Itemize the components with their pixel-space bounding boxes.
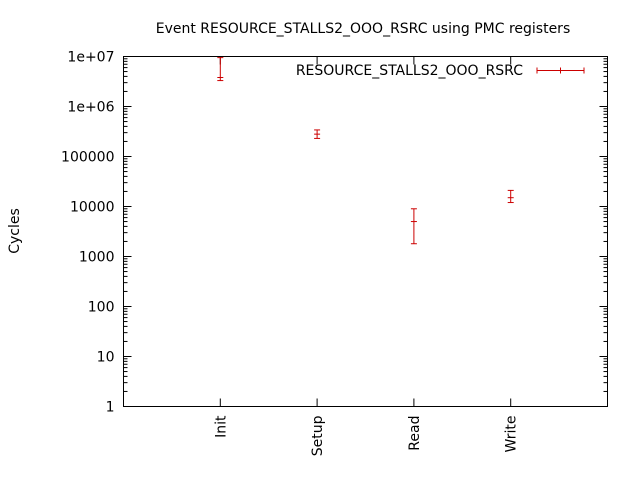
y-tick-label: 10 — [97, 350, 115, 366]
y-tick-label: 100000 — [61, 150, 114, 166]
y-axis: 1 10 100 1000 10000 100000 1e+06 1e+07 — [61, 50, 608, 416]
y-tick-label: 1 — [106, 400, 115, 416]
y-tick-label: 1e+07 — [67, 50, 114, 66]
y-tick-label: 1000 — [79, 250, 115, 266]
x-axis: Init Setup Read Write — [213, 56, 520, 456]
x-tick-label: Setup — [310, 415, 326, 456]
data-point-read — [410, 208, 417, 245]
series-group — [217, 57, 514, 245]
legend-label: RESOURCE_STALLS2_OOO_RSRC — [296, 63, 523, 79]
plot-area-frame — [123, 56, 608, 407]
y-tick-label: 10000 — [70, 200, 115, 216]
y-axis-label: Cycles — [7, 208, 23, 254]
x-tick-label: Write — [504, 416, 520, 453]
x-tick-label: Init — [213, 415, 229, 438]
legend: RESOURCE_STALLS2_OOO_RSRC — [296, 63, 585, 79]
y-tick-label: 100 — [88, 300, 115, 316]
data-point-init — [217, 57, 224, 82]
y-tick-label: 1e+06 — [67, 100, 114, 116]
data-point-setup — [314, 129, 321, 139]
x-tick-label: Read — [407, 416, 423, 451]
data-point-write — [507, 189, 514, 204]
chart-title: Event RESOURCE_STALLS2_OOO_RSRC using PM… — [156, 21, 570, 37]
